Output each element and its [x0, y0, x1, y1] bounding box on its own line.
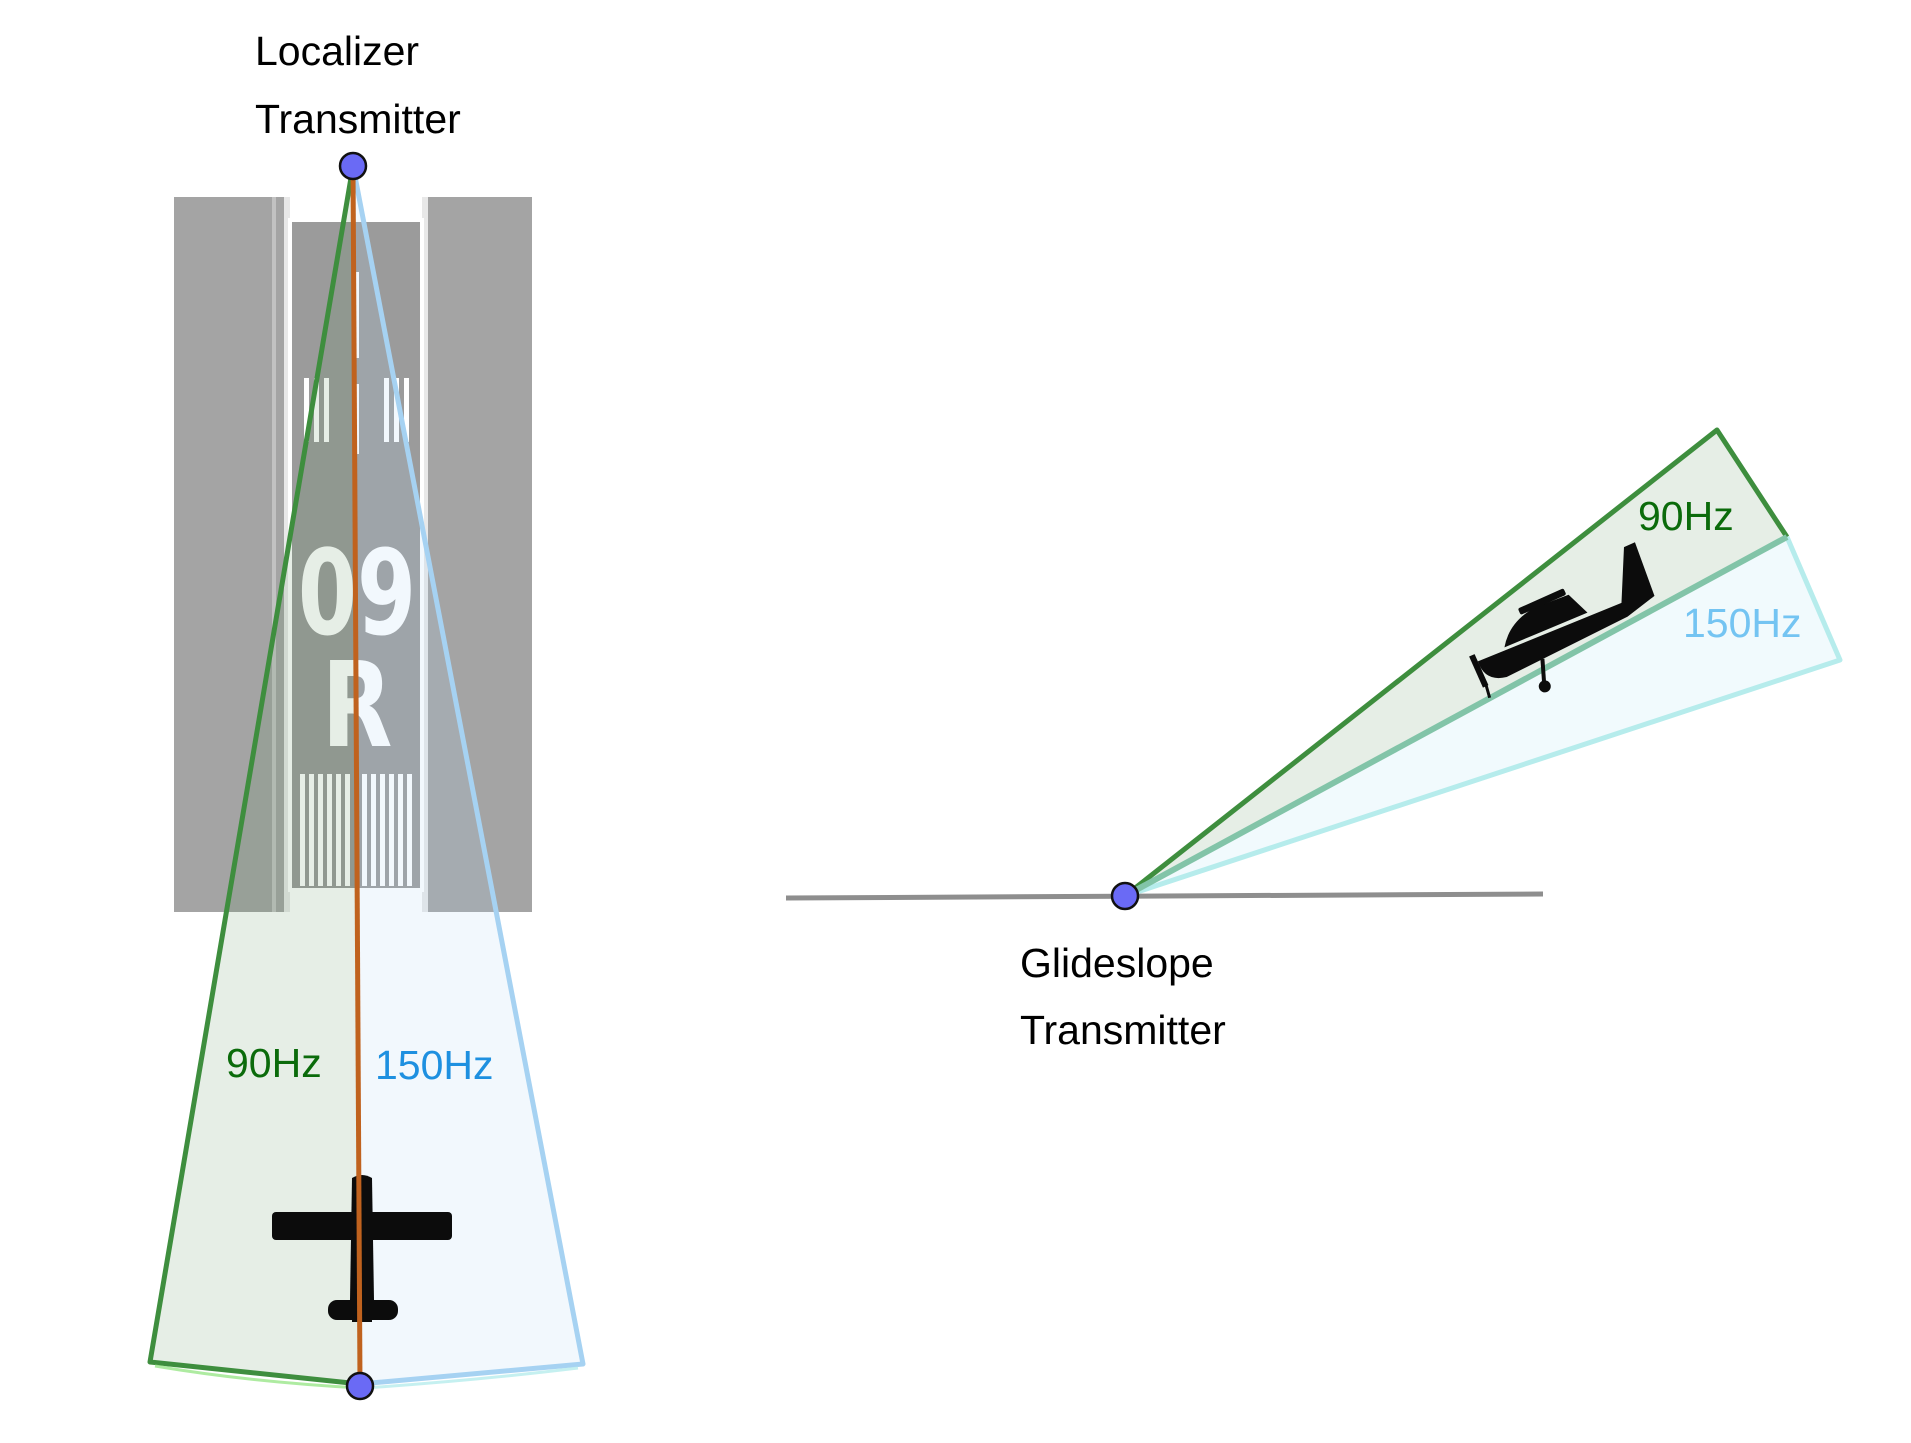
localizer-transmitter-dot	[338, 151, 368, 181]
glideslope-title-line2: Transmitter	[1020, 1007, 1226, 1053]
localizer-base-arc-tint-right	[364, 1366, 579, 1390]
glideslope-title-line1: Glideslope	[1020, 940, 1214, 986]
localizer-90hz-beam-edge	[147, 165, 361, 1387]
threshold-markings	[300, 774, 412, 886]
ground-line	[785, 891, 1544, 901]
airplane-top-view-icon	[272, 1175, 452, 1322]
glideslope-150hz-beam-edge	[1124, 536, 1843, 899]
glideslope-90hz-beam	[1125, 430, 1787, 896]
glideslope-150hz-label: 150Hz	[1683, 600, 1802, 646]
airplane-side-view-icon	[1469, 542, 1655, 699]
localizer-90hz-label: 90Hz	[226, 1040, 322, 1086]
localizer-centerline	[350, 165, 363, 1385]
runway-gap-right	[422, 197, 428, 912]
localizer-title-line2: Transmitter	[255, 96, 461, 142]
localizer-title-line1: Localizer	[255, 28, 419, 74]
localizer-base-arc-tint	[154, 1364, 361, 1390]
runway-edge-line-left	[272, 197, 276, 912]
glideslope-150hz-beam	[1125, 537, 1840, 896]
touchdown-zone-markings	[304, 378, 409, 442]
localizer-150hz-beam-edge	[350, 165, 586, 1387]
localizer-receiver-dot	[345, 1371, 375, 1401]
runway-shoulder-left	[174, 197, 284, 912]
glideslope-90hz-label: 90Hz	[1638, 493, 1734, 539]
runway-shoulder-right	[428, 197, 532, 912]
localizer-150hz-label: 150Hz	[375, 1042, 494, 1088]
glideslope-transmitter-dot	[1110, 881, 1140, 911]
glideslope-glidepath-line	[1123, 534, 1789, 899]
glideslope-90hz-beam-edge	[1123, 427, 1790, 898]
localizer-90hz-beam	[150, 166, 360, 1384]
